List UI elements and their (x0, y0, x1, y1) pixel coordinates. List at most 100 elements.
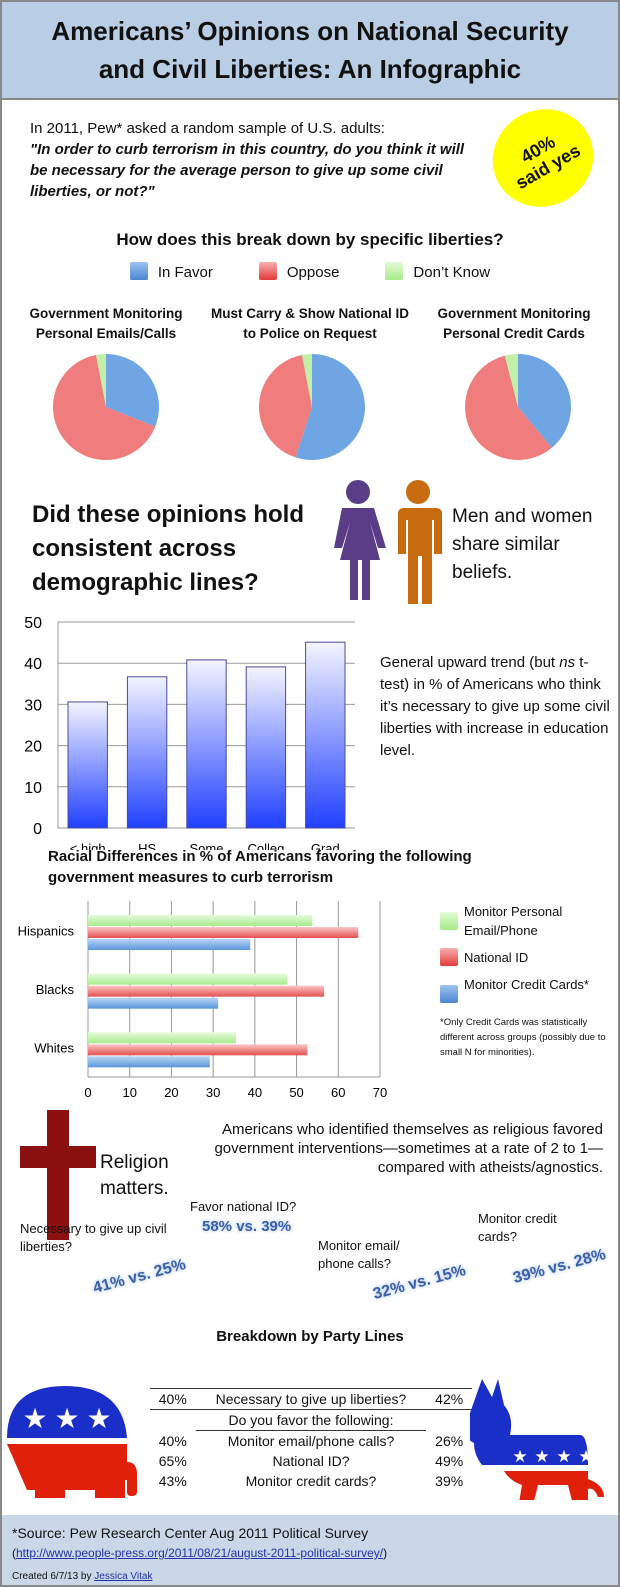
party-title: Breakdown by Party Lines (216, 1328, 404, 1345)
svg-text:★: ★ (54, 1403, 79, 1434)
pie-charts (52, 354, 571, 460)
bar (186, 659, 227, 829)
religion-q-id: Favor national ID? (190, 1199, 297, 1214)
party-table: 40% Necessary to give up liberties? 42% Do… (150, 1388, 472, 1491)
legend-in-favor: In Favor (129, 262, 213, 281)
x-tick-label: 70 (373, 1085, 387, 1100)
svg-text:★: ★ (578, 1447, 593, 1466)
bar (88, 973, 288, 985)
gender-note: Men and women share similar beliefs. (452, 506, 593, 583)
pie-title-emails: Government Monitoring Personal Emails/Ca… (29, 306, 183, 341)
pie-slice-oppose (52, 354, 156, 460)
party-row: 40% Necessary to give up liberties? 42% (150, 1388, 472, 1410)
svg-text:★: ★ (86, 1403, 111, 1434)
woman-figure-icon (334, 480, 386, 600)
x-tick-label: 40 (248, 1085, 262, 1100)
men-women-icon (334, 480, 442, 604)
svg-text:★: ★ (512, 1447, 527, 1466)
percent-badge: 40% said yes (474, 90, 612, 226)
race-legend: Monitor Personal Email/Phone National ID… (440, 902, 615, 1060)
breakdown-heading: How does this break down by specific lib… (116, 230, 504, 249)
swatch-green (385, 262, 404, 280)
religion-label: Religion matters. (100, 1152, 169, 1199)
pie-slice-dont-know (96, 354, 106, 407)
religion-v-liberties: 41% vs. 25% (91, 1255, 188, 1298)
x-tick-label: 10 (122, 1085, 136, 1100)
x-tick-label: 0 (84, 1085, 91, 1100)
category-label: Blacks (36, 982, 75, 997)
religion-q-email: Monitor email/ phone calls? (318, 1238, 400, 1271)
svg-text:★: ★ (22, 1403, 47, 1434)
intro-text: In 2011, Pew* asked a random sample of U… (30, 120, 385, 137)
x-tick-label: 30 (206, 1085, 220, 1100)
y-tick-label: 50 (24, 615, 42, 632)
bar (88, 1056, 210, 1068)
bar (88, 997, 219, 1009)
pie-slice-in-favor (106, 354, 159, 427)
religion-v-id: 58% vs. 39% (202, 1218, 292, 1235)
source-text: *Source: Pew Research Center Aug 2011 Po… (12, 1525, 369, 1541)
cross-icon (20, 1110, 96, 1240)
race-footnote: *Only Credit Cards was statistically dif… (440, 1017, 606, 1058)
religion-q-credit: Monitor credit cards? (478, 1211, 557, 1244)
pie-title-national-id: Must Carry & Show National ID to Police … (210, 306, 410, 341)
legend-credit-cards: Monitor Credit Cards* (440, 975, 615, 1003)
bar (245, 666, 287, 829)
bar (88, 1032, 237, 1044)
bar (305, 641, 346, 829)
pie-slice-oppose (465, 355, 552, 460)
race-chart-title: Racial Differences in % of Americans fav… (48, 848, 472, 886)
x-tick-label: HS (138, 841, 156, 850)
pie-legend: In Favor Oppose Don’t Know (0, 262, 620, 281)
x-tick-label: 60 (331, 1085, 345, 1100)
legend-oppose: Oppose (258, 262, 339, 281)
x-tick-label: < high (70, 841, 106, 850)
swatch-blue (129, 262, 148, 280)
survey-question: "In order to curb terrorism in this coun… (30, 141, 465, 200)
source-link[interactable]: http://www.people-press.org/2011/08/21/a… (16, 1546, 384, 1560)
religion-text: Americans who identified themselves as r… (214, 1121, 603, 1176)
bar (88, 939, 251, 950)
party-row: 43% Monitor credit cards? 39% (158, 1473, 464, 1489)
swatch-red (258, 262, 277, 280)
x-tick-label: 50 (289, 1085, 303, 1100)
party-row: 65% National ID? 49% (158, 1453, 464, 1469)
svg-text:★: ★ (556, 1447, 571, 1466)
y-tick-label: 30 (24, 697, 42, 714)
x-tick-label: Grad (311, 841, 340, 850)
education-note: General upward trend (but ns t-test) in … (380, 654, 610, 759)
x-tick-label: 20 (164, 1085, 178, 1100)
y-tick-label: 40 (24, 656, 42, 673)
source-footer: *Source: Pew Research Center Aug 2011 Po… (0, 1515, 620, 1587)
legend-national-id: National ID (440, 948, 615, 967)
pie-slice-dont-know (302, 354, 312, 407)
intro: In 2011, Pew* asked a random sample of U… (30, 118, 470, 202)
legend-email-phone: Monitor Personal Email/Phone (440, 902, 615, 940)
man-figure-icon (398, 480, 442, 604)
y-tick-label: 0 (33, 821, 42, 838)
demographics-heading: Did these opinions hold consistent acros… (32, 501, 304, 596)
category-label: Hispanics (18, 923, 75, 938)
republican-elephant-icon: ★ ★ ★ (7, 1386, 137, 1498)
religion-v-credit: 39% vs. 28% (511, 1245, 608, 1288)
title-banner: Americans’ Opinions on National Security… (0, 0, 620, 100)
y-tick-label: 10 (24, 780, 42, 797)
category-label: Whites (34, 1041, 74, 1056)
legend-dont-know: Don’t Know (385, 262, 490, 281)
race-bar-chart: 0 10 20 30 40 50 60 70 Hispanics Blacks Whites (18, 901, 387, 1100)
x-tick-label: Some (190, 841, 224, 850)
created-text: Created 6/7/13 by (12, 1571, 95, 1582)
x-tick-label: Colleg (247, 841, 284, 850)
democratic-donkey-icon: ★ ★ ★ ★ (470, 1379, 604, 1500)
party-subhead-row: Do you favor the following: (150, 1409, 472, 1431)
author-link[interactable]: Jessica Vitak (94, 1571, 153, 1582)
party-row: 40% Monitor email/phone calls? 26% (158, 1432, 464, 1449)
bar (88, 985, 325, 997)
title-line-1: Americans’ Opinions on National Security (51, 16, 569, 46)
title-line-2: and Civil Liberties: An Infographic (98, 54, 522, 84)
pie-slice-oppose (258, 354, 312, 458)
pie-title-credit-cards: Government Monitoring Personal Credit Ca… (437, 306, 591, 341)
religion-q-liberties: Necessary to give up civil liberties? (20, 1221, 167, 1254)
pie-slice-in-favor (295, 354, 365, 460)
